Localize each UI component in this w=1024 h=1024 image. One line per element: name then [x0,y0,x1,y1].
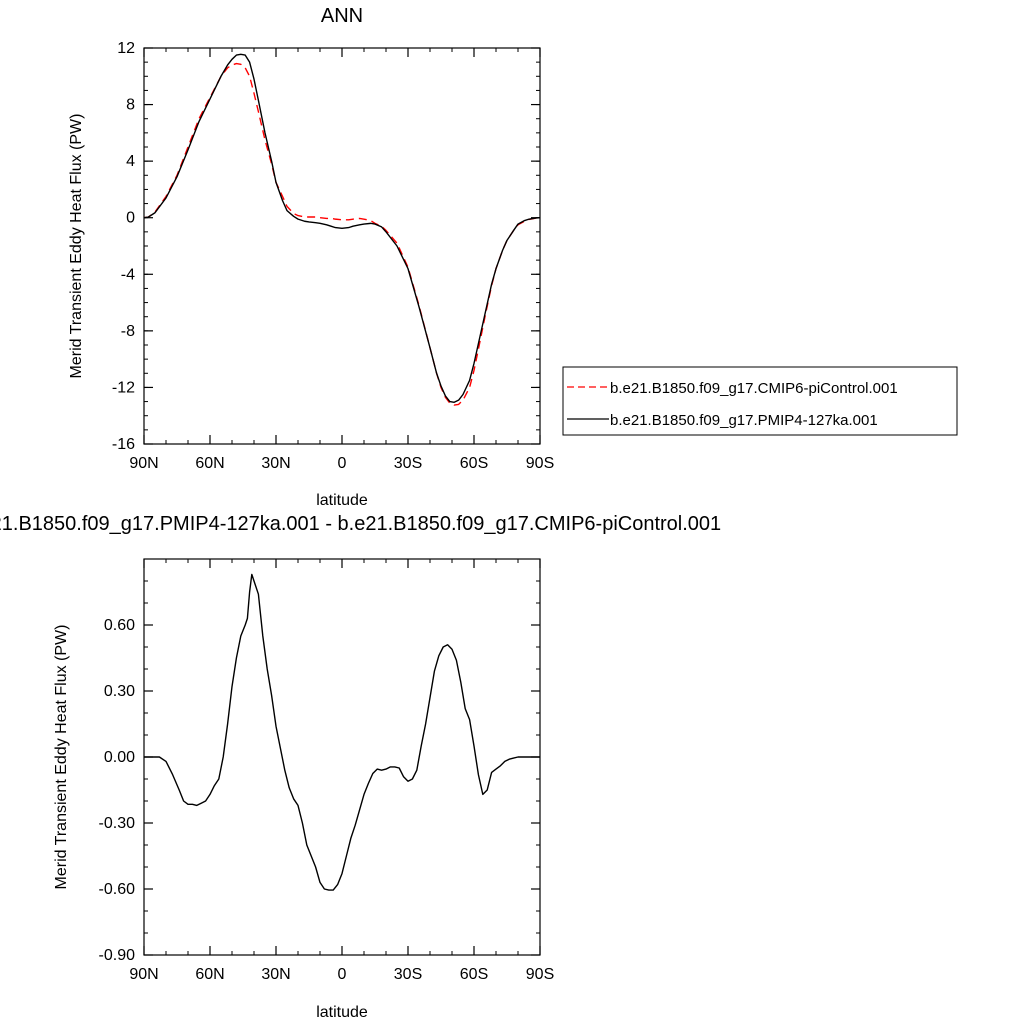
legend: b.e21.B1850.f09_g17.CMIP6-piControl.001 … [562,366,958,436]
top-chart-x-tick-label: 60N [195,455,224,472]
bottom-chart-x-tick-label: 60S [460,966,488,983]
top-chart-x-tick-label: 30S [394,455,422,472]
bottom-chart-x-tick-label: 90S [526,966,554,983]
top-chart-x-tick-label: 60S [460,455,488,472]
top-chart-series-line-1 [143,53,541,403]
bottom-chart-x-axis-title: latitude [316,1004,368,1021]
top-chart-y-tick-label: 8 [126,97,135,114]
bottom-chart-y-tick-label: 0.60 [104,617,135,634]
bottom-chart-y-axis-title: Merid Transient Eddy Heat Flux (PW) [53,625,70,890]
legend-label-picontrol: b.e21.B1850.f09_g17.CMIP6-piControl.001 [610,380,898,397]
top-chart-y-tick-label: 4 [126,153,135,170]
top-chart-x-tick-label: 0 [338,455,347,472]
top-chart: ANN 90N 60N 30N 0 30S 60S 90S 12 8 4 0 -4 -8 -12 -16 l… [68,5,958,509]
top-chart-title: ANN [321,5,363,27]
top-chart-plot-frame [143,47,541,445]
top-chart-x-tick-label: 90S [526,455,554,472]
bottom-chart-plot-frame [143,558,541,956]
bottom-chart-y-tick-label: -0.60 [99,881,136,898]
top-chart-series-lines [143,53,541,406]
legend-label-127ka: b.e21.B1850.f09_g17.PMIP4-127ka.001 [610,412,878,429]
top-chart-y-tick-label: -4 [121,266,135,283]
bottom-chart-x-tick-label: 30S [394,966,422,983]
top-chart-series-line-0 [143,62,541,406]
top-chart-y-tick-label: -12 [112,379,135,396]
top-chart-y-tick-label: 0 [126,210,135,227]
bottom-chart-x-tick-label: 90N [129,966,158,983]
bottom-chart-y-tick-label: 0.30 [104,683,135,700]
bottom-chart-y-tick-label: -0.30 [99,815,136,832]
top-chart-y-tick-label: 12 [117,40,135,57]
bottom-chart-y-tick-label: -0.90 [99,947,136,964]
bottom-chart-series-line-0 [144,573,540,891]
bottom-chart-title: b.e21.B1850.f09_g17.PMIP4-127ka.001 - b.… [0,513,721,535]
bottom-chart-series-lines [144,573,540,891]
bottom-chart: b.e21.B1850.f09_g17.PMIP4-127ka.001 - b.… [0,513,721,1021]
bottom-chart-x-tick-label: 30N [261,966,290,983]
top-chart-y-axis-title: Merid Transient Eddy Heat Flux (PW) [68,114,85,379]
top-chart-x-tick-label: 90N [129,455,158,472]
top-chart-x-axis-title: latitude [316,492,368,509]
bottom-chart-x-tick-label: 0 [338,966,347,983]
bottom-chart-y-tick-label: 0.00 [104,749,135,766]
top-chart-y-tick-label: -8 [121,323,135,340]
bottom-chart-x-tick-label: 60N [195,966,224,983]
top-chart-y-tick-label: -16 [112,436,135,453]
top-chart-x-tick-label: 30N [261,455,290,472]
legend-box [562,366,958,436]
